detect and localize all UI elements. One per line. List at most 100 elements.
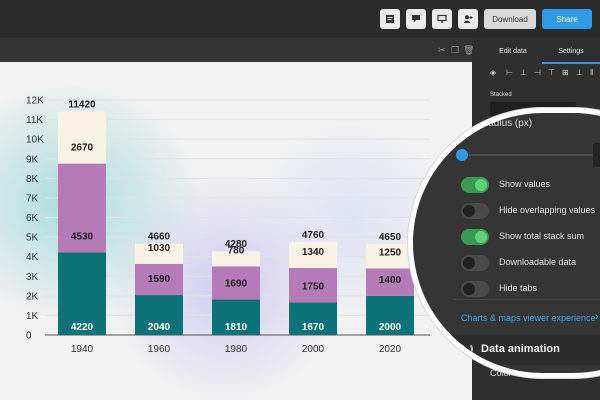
total-stack-label: 4660 [148,232,171,243]
downloadable-data-toggle[interactable] [461,255,489,271]
bar-segment [58,111,106,164]
y-tick-label: 8K [26,174,39,185]
y-tick-label: 7K [26,193,39,204]
bar-value-label: 1750 [302,281,325,292]
bar-segment [366,243,414,269]
layers-icon[interactable]: ◈ [490,68,497,77]
bar-value-label: 780 [228,245,245,256]
tab-settings[interactable]: Settings [558,47,584,55]
bar-segment [58,163,106,253]
radius-slider-handle[interactable] [456,149,468,161]
radius-value-field[interactable] [593,143,600,167]
toggle-label: Show values [499,179,551,189]
align-left-icon[interactable]: ⊢ [506,68,513,77]
total-stack-label: 4760 [302,230,325,241]
hide-tabs-toggle[interactable] [461,281,489,297]
x-tick-label: 2000 [302,344,325,355]
total-stack-label: 4280 [225,239,248,250]
x-tick-label: 1960 [148,344,171,355]
active-tab-indicator [542,62,600,64]
x-tick-label: 1940 [71,344,94,355]
toggle-label: Show total stack sum [499,231,585,241]
x-tick-label: 1980 [225,344,248,355]
y-tick-label: 10K [26,135,44,146]
tab-edit-data[interactable]: Edit data [499,47,527,55]
bar-value-label: 1400 [379,275,402,286]
toggle-label: Hide overlapping values [499,205,596,215]
top-toolbar: Download Share [0,0,600,38]
toggle-label: Hide tabs [499,283,538,293]
color-section-label: Color [481,365,503,375]
y-tick-label: 3K [26,272,39,283]
toggle-knob [475,231,487,243]
toggle-knob [463,205,475,217]
share-button[interactable]: Share [542,9,592,29]
delete-icon[interactable]: 🗑 [463,45,475,55]
note-icon[interactable] [380,9,400,29]
bar-value-label: 4220 [71,322,94,333]
bar-value-label: 1340 [302,247,325,258]
toggle-knob [475,179,487,191]
bar-value-label: 1810 [225,322,248,333]
bar-segment [135,263,183,296]
toggle-label: Downloadable data [499,257,577,267]
download-button[interactable]: Download [484,9,536,29]
toggle-knob [463,283,475,295]
chevron-right-icon: › [595,311,599,323]
bar-segment [366,295,414,335]
bar-segment [135,243,183,264]
animation-icon [461,343,473,355]
bar-segment [58,252,106,335]
bar-segment [212,299,260,335]
chart-canvas: 0 1K 2K 3K 4K 5K 6K 7K 8K 9K 10K 11K 12K 4220 4530 2670… [0,62,472,400]
data-animation-label: Data animation [481,343,560,355]
bar-segment [289,302,337,335]
present-icon[interactable] [432,9,452,29]
data-animation-section[interactable]: Data animation [413,335,600,365]
bar-segment [212,266,260,300]
bar-value-label: 2670 [71,143,94,154]
y-tick-label: 5K [26,233,39,244]
align-middle-icon[interactable]: ⊞ [562,68,569,77]
align-center-icon[interactable]: ⊥ [520,68,527,77]
y-tick-label: 1K [26,311,39,322]
viewer-experience-link[interactable]: Charts & maps viewer experience [461,313,596,323]
crop-icon[interactable]: ✂ [438,45,446,55]
bar-segment [135,295,183,335]
alignment-toolbar: ◈ ⊢ ⊥ ⊣ ⊤ ⊞ ⊥ ‖ [484,66,600,82]
hide-overlapping-values-toggle[interactable] [461,203,489,219]
align-bottom-icon[interactable]: ⊥ [576,68,583,77]
bar-segment [289,268,337,303]
y-tick-label: 0 [26,331,32,342]
y-tick-label: 2K [26,291,39,302]
distribute-icon[interactable]: ‖ [590,68,594,77]
bar-value-label: 1030 [148,243,171,254]
bar-segment [289,241,337,269]
comment-icon[interactable] [406,9,426,29]
stacked-bar-chart: 0 1K 2K 3K 4K 5K 6K 7K 8K 9K 10K 11K 12K 4220 4530 2670… [26,96,430,355]
bar-value-label: 1250 [379,247,402,258]
bar-value-label: 1590 [148,274,171,285]
y-tick-label: 4K [26,252,39,263]
sidebar-color-label: Color [490,368,512,378]
bar-value-label: 2040 [148,322,171,333]
toggle-knob [463,257,475,269]
bar-value-label: 4530 [71,231,94,242]
show-values-toggle[interactable] [461,177,489,193]
bar-segment [212,251,260,267]
bar-value-label: 1670 [302,322,325,333]
radius-slider-track[interactable] [461,154,600,156]
total-stack-label: 4650 [379,232,402,243]
x-tick-label: 2020 [379,344,402,355]
show-total-stack-sum-toggle[interactable] [461,229,489,245]
align-right-icon[interactable]: ⊣ [534,68,541,77]
y-tick-label: 12K [26,96,44,107]
align-top-icon[interactable]: ⊤ [548,68,555,77]
canvas-toolstrip: ✂ ❐ 🗑 [0,38,475,62]
stacked-label: Stacked [490,92,512,98]
duplicate-icon[interactable]: ❐ [451,45,460,55]
collaborate-icon[interactable] [458,9,478,29]
radius-label: Radius (px) [481,118,533,129]
bar-value-label: 1690 [225,279,248,290]
